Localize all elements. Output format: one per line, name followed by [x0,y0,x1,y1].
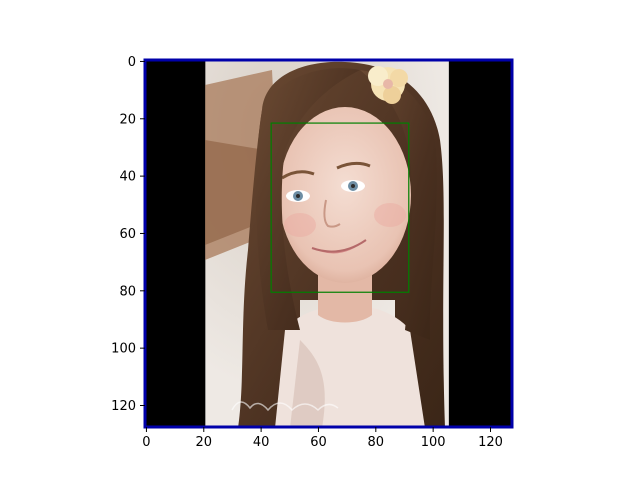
x-tick-label: 60 [310,435,327,450]
x-tick-label: 120 [478,435,503,450]
image-area [145,60,512,427]
x-tick-label: 0 [142,435,150,450]
face [279,107,411,283]
flower-hair-clip [368,66,408,104]
x-axis: 0 20 40 60 80 100 120 [142,427,503,450]
x-tick-label: 100 [421,435,446,450]
y-tick-label: 0 [128,55,136,70]
y-tick-label: 80 [119,284,136,299]
x-tick-label: 40 [253,435,270,450]
face-bounding-box [270,122,410,293]
y-tick-label: 20 [119,112,136,127]
y-axis: 0 20 40 60 80 100 120 [111,55,145,414]
y-tick-label: 120 [111,399,136,414]
girl-photo [205,60,449,427]
x-tick-label: 20 [196,435,213,450]
x-tick-label: 80 [368,435,385,450]
axes-frame [143,58,514,429]
y-tick-label: 40 [119,170,136,185]
watermark-signature [231,401,339,412]
y-tick-label: 100 [111,342,136,357]
y-tick-label: 60 [119,227,136,242]
